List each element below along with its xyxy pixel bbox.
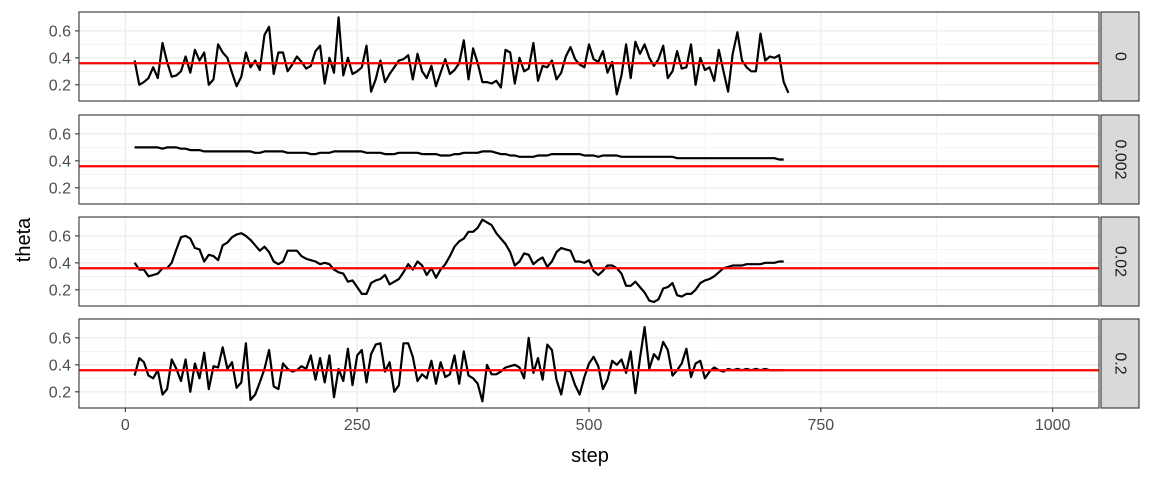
panel-0.2: 0.2 0.4 0.6 0.2	[49, 318, 1140, 409]
series-line-0	[133, 16, 790, 96]
y-tick-label: 0.4	[49, 153, 71, 170]
strip-background	[1100, 114, 1140, 205]
y-tick-label: 0.2	[49, 282, 71, 299]
chart-panels: 0.20.40.600.20.40.60.0020.20.40.60.020.2…	[49, 11, 1140, 409]
y-tick-label: 0.2	[49, 77, 71, 94]
panel-border	[78, 114, 1100, 205]
x-tick-label: 0	[121, 417, 130, 434]
strip-label: 0.002	[1112, 139, 1129, 179]
y-tick-label: 0.4	[49, 357, 71, 374]
y-tick-label: 0.2	[49, 180, 71, 197]
x-axis-title: step	[571, 445, 609, 467]
strip-label: 0	[1112, 52, 1129, 61]
panel-0.002: 0.2 0.4 0.6 0.002	[49, 114, 1140, 205]
y-tick-label: 0.6	[49, 126, 71, 143]
strip-background	[1100, 216, 1140, 307]
y-tick-label: 0.6	[49, 23, 71, 40]
strip-label: 0.2	[1112, 352, 1129, 374]
panel-0: 0.2 0.4 0.6 0	[49, 11, 1140, 102]
y-tick-label: 0.4	[49, 255, 71, 272]
x-tick-label: 750	[807, 417, 834, 434]
panel-0.02: 0.2 0.4 0.6 0.02	[49, 216, 1140, 307]
series-line-0.002	[134, 146, 784, 161]
panel-border	[78, 11, 1100, 102]
y-axis-title: theta	[13, 217, 35, 262]
series-line-0.02	[133, 218, 784, 304]
y-tick-label: 0.6	[49, 330, 71, 347]
x-tick-label: 500	[576, 417, 603, 434]
strip-background	[1100, 318, 1140, 409]
x-tick-label: 1000	[1035, 417, 1071, 434]
y-tick-label: 0.6	[49, 228, 71, 245]
x-tick-label: 250	[344, 417, 371, 434]
strip-background	[1100, 11, 1140, 102]
strip-label: 0.02	[1112, 246, 1129, 277]
y-tick-label: 0.4	[49, 50, 71, 67]
y-tick-label: 0.2	[49, 384, 71, 401]
x-axis: 0 250 500 750 1000	[121, 408, 1071, 434]
panel-border	[78, 216, 1100, 307]
